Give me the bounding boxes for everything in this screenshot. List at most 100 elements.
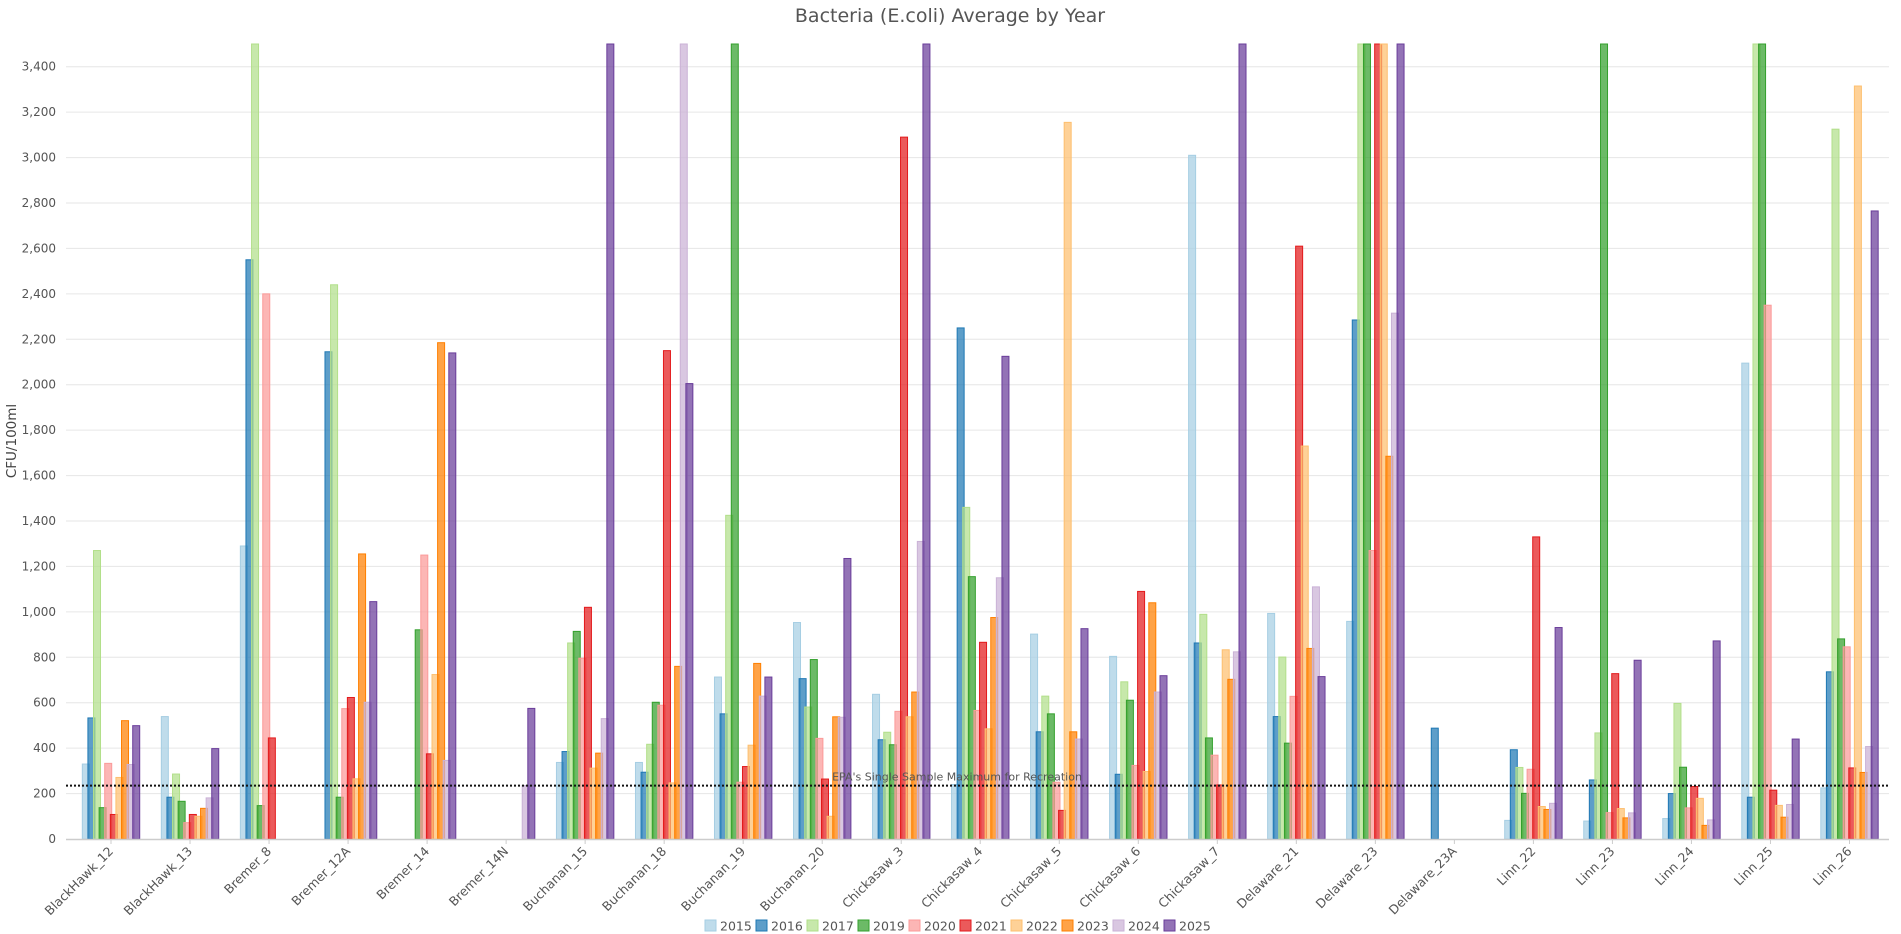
legend-item-2017[interactable]: 2017 <box>806 919 854 934</box>
x-tick-label: Delaware_21 <box>1234 844 1302 912</box>
bar-Bremer_14-2025[interactable] <box>448 352 457 840</box>
legend-item-2015[interactable]: 2015 <box>704 919 752 934</box>
bar-Bremer_14N-2025[interactable] <box>527 707 536 840</box>
bar-Buchanan_19-2019[interactable] <box>730 43 739 840</box>
x-tick-label: Bremer_12A <box>288 843 353 908</box>
x-tick-label: Bremer_14N <box>446 844 512 910</box>
bar-Bremer_8-2021[interactable] <box>267 737 276 840</box>
legend-swatch <box>755 919 768 932</box>
x-tick-label: Buchanan_18 <box>599 843 669 913</box>
bar-Buchanan_19-2025[interactable] <box>764 676 773 840</box>
x-tick-label: Chickasaw_6 <box>1076 843 1143 910</box>
y-axis-ticks: 0 200 400 600 800 1,000 1,200 1,400 1,600 1,800 2,… <box>22 60 56 846</box>
x-tick-label: Chickasaw_5 <box>997 844 1064 911</box>
x-tick-label: BlackHawk_13 <box>121 844 196 919</box>
bar-BlackHawk_12-2025[interactable] <box>132 725 141 840</box>
x-tick-label: Chickasaw_7 <box>1155 844 1222 911</box>
epa-reference-label: EPA's Single Sample Maximum for Recreati… <box>832 771 1082 784</box>
bar-Buchanan_18-2025[interactable] <box>685 383 694 840</box>
legend-swatch <box>1112 919 1125 932</box>
y-tick-label: 800 <box>33 650 56 664</box>
legend-item-2021[interactable]: 2021 <box>959 919 1007 934</box>
x-tick-label: Chickasaw_3 <box>839 844 906 911</box>
y-tick-label: 1,000 <box>22 605 56 619</box>
y-tick-label: 600 <box>33 696 56 710</box>
bar-Linn_25-2015[interactable] <box>1741 362 1750 840</box>
y-tick-label: 2,000 <box>22 378 56 392</box>
legend-label: 2019 <box>873 919 905 934</box>
bar-Linn_25-2025[interactable] <box>1791 738 1800 840</box>
bar-Bremer_12A-2017[interactable] <box>330 284 339 840</box>
bar-Chickasaw_5-2025[interactable] <box>1080 628 1089 840</box>
bar-Linn_24-2025[interactable] <box>1712 640 1721 840</box>
legend-item-2020[interactable]: 2020 <box>908 919 956 934</box>
bar-Linn_26-2025[interactable] <box>1870 210 1879 840</box>
bar-Chickasaw_4-2025[interactable] <box>1001 355 1010 840</box>
bar-Buchanan_20-2025[interactable] <box>843 557 852 840</box>
legend-item-2019[interactable]: 2019 <box>857 919 905 934</box>
bar-Buchanan_15-2025[interactable] <box>606 43 615 840</box>
y-tick-label: 1,400 <box>22 514 56 528</box>
y-tick-label: 400 <box>33 741 56 755</box>
bar-Delaware_21-2025[interactable] <box>1317 676 1326 840</box>
legend-item-2023[interactable]: 2023 <box>1061 919 1109 934</box>
bar-BlackHawk_12-2017[interactable] <box>93 550 102 840</box>
legend-swatch <box>857 919 870 932</box>
x-tick-label: Buchanan_19 <box>678 843 748 913</box>
legend-item-2022[interactable]: 2022 <box>1010 919 1058 934</box>
x-tick-label: Linn_23 <box>1573 844 1618 889</box>
gridlines <box>66 66 1889 795</box>
bar-Linn_25-2020[interactable] <box>1763 304 1772 840</box>
bar-Linn_22-2021[interactable] <box>1532 536 1541 840</box>
bar-Delaware_23-2025[interactable] <box>1396 43 1405 840</box>
bar-Linn_26-2022[interactable] <box>1853 85 1862 840</box>
bar-Buchanan_18-2021[interactable] <box>662 350 671 840</box>
legend-label: 2021 <box>975 919 1007 934</box>
y-tick-label: 1,600 <box>22 469 56 483</box>
x-tick-label: Linn_26 <box>1810 843 1855 888</box>
y-tick-label: 200 <box>33 787 56 801</box>
y-tick-label: 2,400 <box>22 287 56 301</box>
reference-line-group: EPA's Single Sample Maximum for Recreati… <box>66 771 1889 787</box>
legend-swatch <box>1163 919 1176 932</box>
y-tick-label: 1,800 <box>22 423 56 437</box>
y-tick-label: 3,200 <box>22 105 56 119</box>
legend-item-2025[interactable]: 2025 <box>1163 919 1211 934</box>
y-tick-label: 2,600 <box>22 241 56 255</box>
legend-swatch <box>1010 919 1023 932</box>
bar-Chickasaw_3-2025[interactable] <box>922 43 931 840</box>
bar-Bremer_8-2017[interactable] <box>251 43 260 840</box>
legend-item-2016[interactable]: 2016 <box>755 919 803 934</box>
y-tick-label: 3,000 <box>22 151 56 165</box>
bar-Chickasaw_6-2025[interactable] <box>1159 675 1168 840</box>
legend-label: 2025 <box>1179 919 1211 934</box>
legend-label: 2023 <box>1077 919 1109 934</box>
y-tick-label: 2,800 <box>22 196 56 210</box>
x-axis-ticks: BlackHawk_12 BlackHawk_13 Bremer_8 Bremer_1… <box>42 839 1855 918</box>
legend-label: 2015 <box>720 919 752 934</box>
x-tick-label: Buchanan_20 <box>757 843 827 913</box>
chart-title: Bacteria (E.coli) Average by Year <box>795 5 1105 27</box>
bar-Chickasaw_7-2025[interactable] <box>1238 43 1247 840</box>
x-tick-label: Linn_25 <box>1731 844 1776 889</box>
legend-swatch <box>704 919 717 932</box>
x-tick-label: BlackHawk_12 <box>42 844 117 919</box>
x-tick-label: Linn_24 <box>1652 843 1697 888</box>
x-tick-label: Delaware_23A <box>1386 843 1460 917</box>
y-tick-label: 3,400 <box>22 60 56 74</box>
legend-item-2024[interactable]: 2024 <box>1112 919 1160 934</box>
legend-label: 2022 <box>1026 919 1058 934</box>
legend-swatch <box>1061 919 1074 932</box>
bar-BlackHawk_13-2025[interactable] <box>211 748 220 840</box>
bar-Bremer_12A-2025[interactable] <box>369 601 378 840</box>
legend-swatch <box>959 919 972 932</box>
bar-Linn_23-2025[interactable] <box>1633 659 1642 840</box>
y-axis-title: CFU/100ml <box>4 404 20 478</box>
bar-Linn_23-2019[interactable] <box>1600 43 1609 840</box>
bar-Linn_22-2025[interactable] <box>1554 627 1563 840</box>
legend-swatch <box>908 919 921 932</box>
legend-label: 2017 <box>822 919 854 934</box>
x-tick-label: Bremer_8 <box>221 843 274 896</box>
bar-Delaware_23A-2016[interactable] <box>1430 727 1439 840</box>
